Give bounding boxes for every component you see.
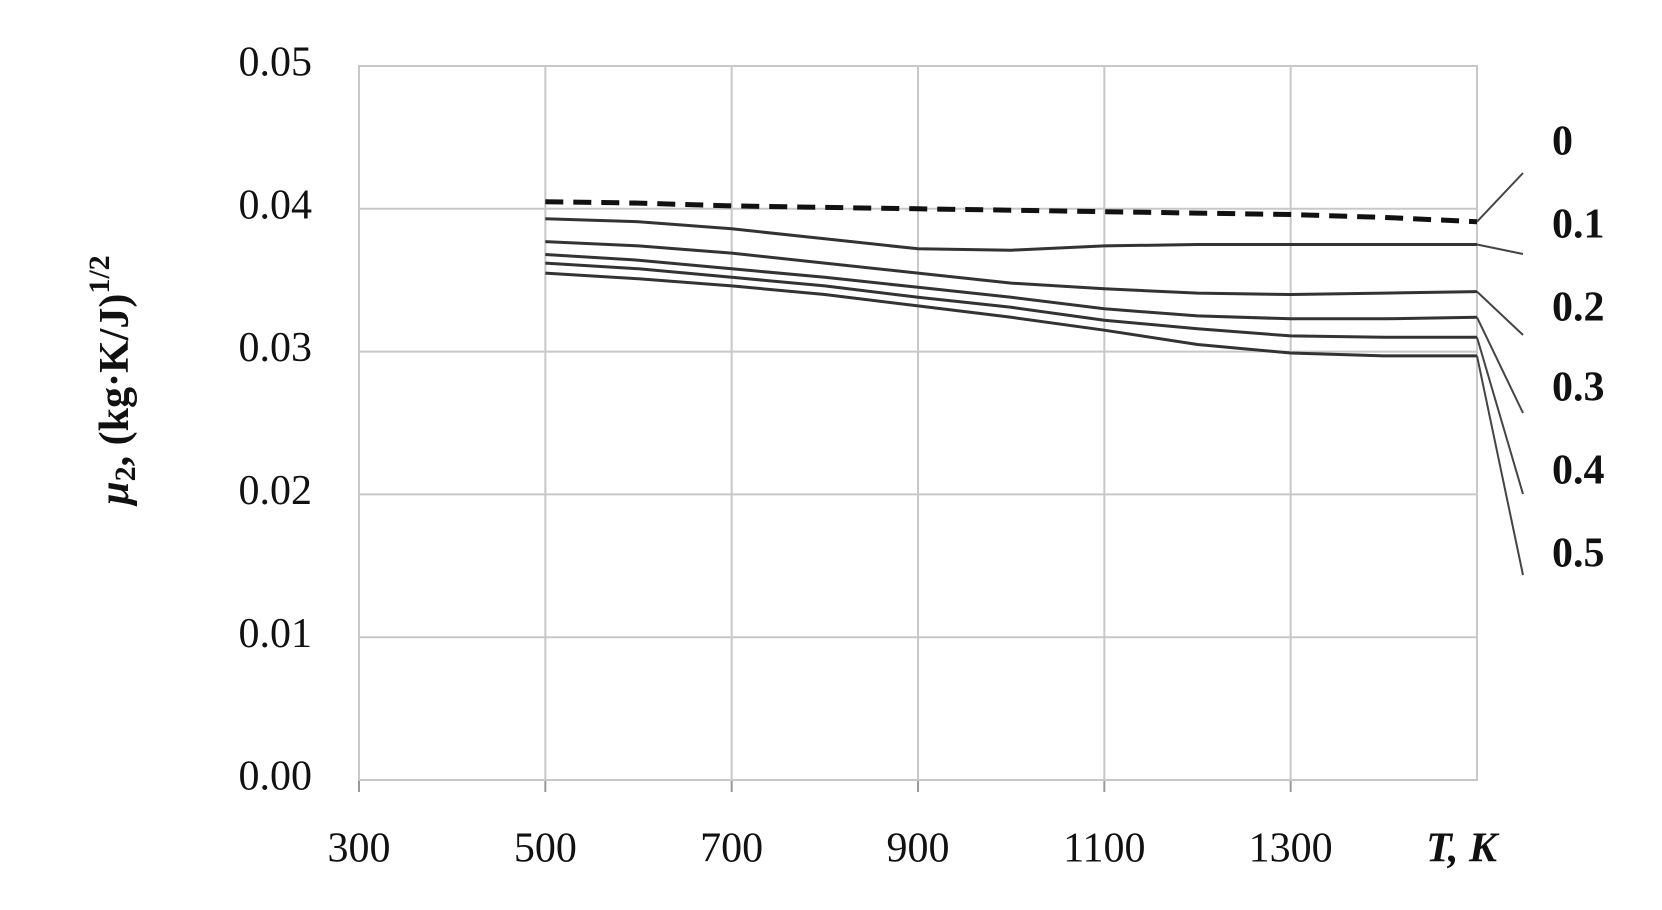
y-axis-label: μ2, (kg·K/J)1/2 — [83, 255, 142, 506]
series-line — [545, 261, 1477, 339]
leader-line — [1476, 172, 1524, 223]
x-tick-label: 1100 — [1063, 826, 1145, 872]
y-tick-label: 0.02 — [239, 468, 313, 514]
series-line — [545, 253, 1478, 321]
y-label-subscript: 2 — [109, 466, 142, 481]
x-tick-label: 500 — [514, 826, 577, 872]
series-label: 0.2 — [1552, 285, 1605, 331]
series-label: 0.5 — [1552, 531, 1605, 577]
series-label: 0.4 — [1552, 448, 1605, 494]
y-tick-label: 0.04 — [239, 182, 313, 228]
series-line — [545, 240, 1478, 297]
series-line — [545, 217, 1477, 252]
x-axis-label: T, K — [1426, 826, 1500, 872]
series-label: 0 — [1552, 119, 1573, 165]
y-tick-label: 0.05 — [239, 40, 313, 86]
plot-frame — [358, 65, 1478, 781]
y-tick-label: 0.03 — [239, 325, 313, 371]
leader-line — [1476, 290, 1524, 336]
x-tick-label: 700 — [700, 826, 763, 872]
y-tick-label: 0.01 — [239, 611, 313, 657]
y-label-superscript: 1/2 — [83, 255, 116, 293]
series-line — [545, 271, 1477, 358]
y-label-unit: , (kg·K/J) — [92, 294, 138, 467]
y-tick-label: 0.00 — [239, 754, 313, 800]
leader-line — [1476, 337, 1524, 495]
leader-line — [1476, 355, 1524, 576]
y-label-symbol: μ — [92, 481, 138, 506]
x-tick-label: 900 — [887, 826, 950, 872]
leader-line — [1476, 243, 1524, 255]
x-tick-label: 1300 — [1249, 826, 1333, 872]
series-line — [545, 199, 1478, 225]
leader-line — [1476, 316, 1524, 414]
x-tick-label: 300 — [328, 826, 391, 872]
series-label: 0.3 — [1552, 365, 1605, 411]
series-label: 0.1 — [1552, 202, 1605, 248]
